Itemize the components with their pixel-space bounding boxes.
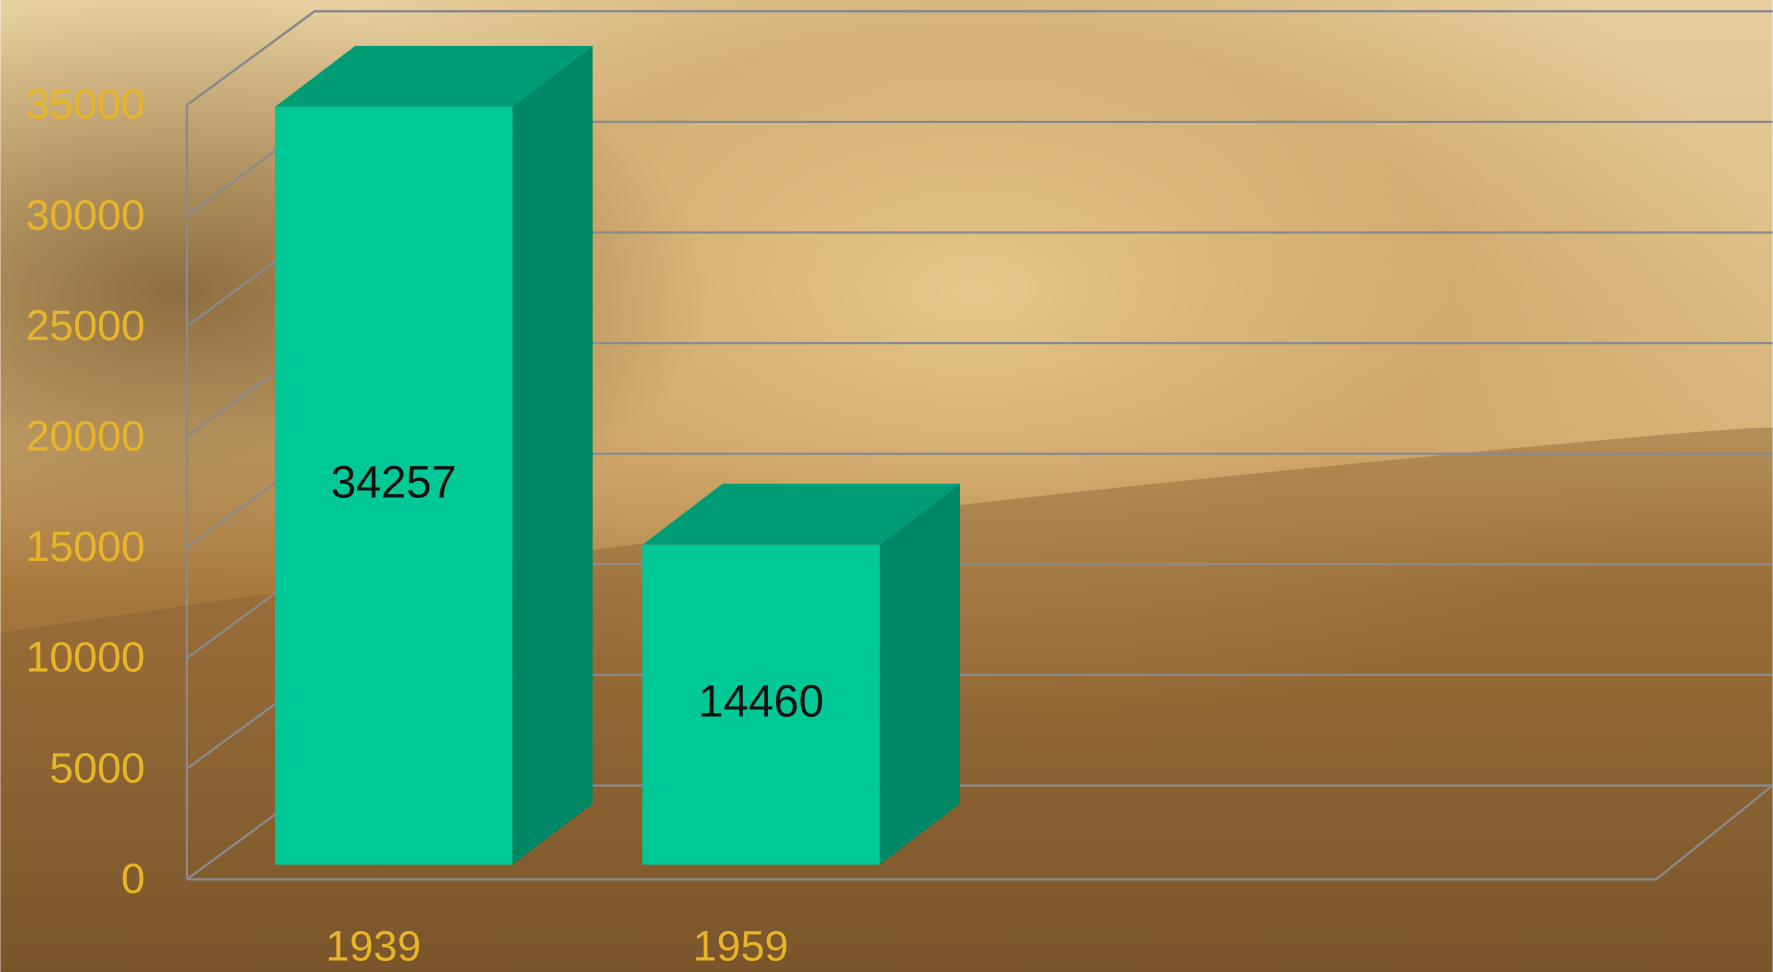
y-tick-label: 10000 [26,634,145,682]
data-label: 34257 [331,457,457,508]
y-tick-label: 25000 [26,302,145,350]
floor [186,784,1773,881]
y-tick-label: 20000 [26,413,145,461]
x-tick-label: 1959 [693,923,789,971]
y-tick-label: 5000 [50,744,146,792]
y-tick-label: 0 [121,855,145,903]
bar-side [879,483,960,865]
bar-top [642,483,960,545]
data-label: 14460 [698,676,824,727]
y-tick-label: 35000 [26,81,145,129]
bar [275,106,513,865]
bar-top [275,45,593,107]
bar-side [512,45,593,865]
y-tick-label: 30000 [26,191,145,239]
bar [642,544,880,865]
y-tick-label: 15000 [26,523,145,571]
grid-line [186,10,1773,107]
x-tick-label: 1939 [326,923,422,971]
